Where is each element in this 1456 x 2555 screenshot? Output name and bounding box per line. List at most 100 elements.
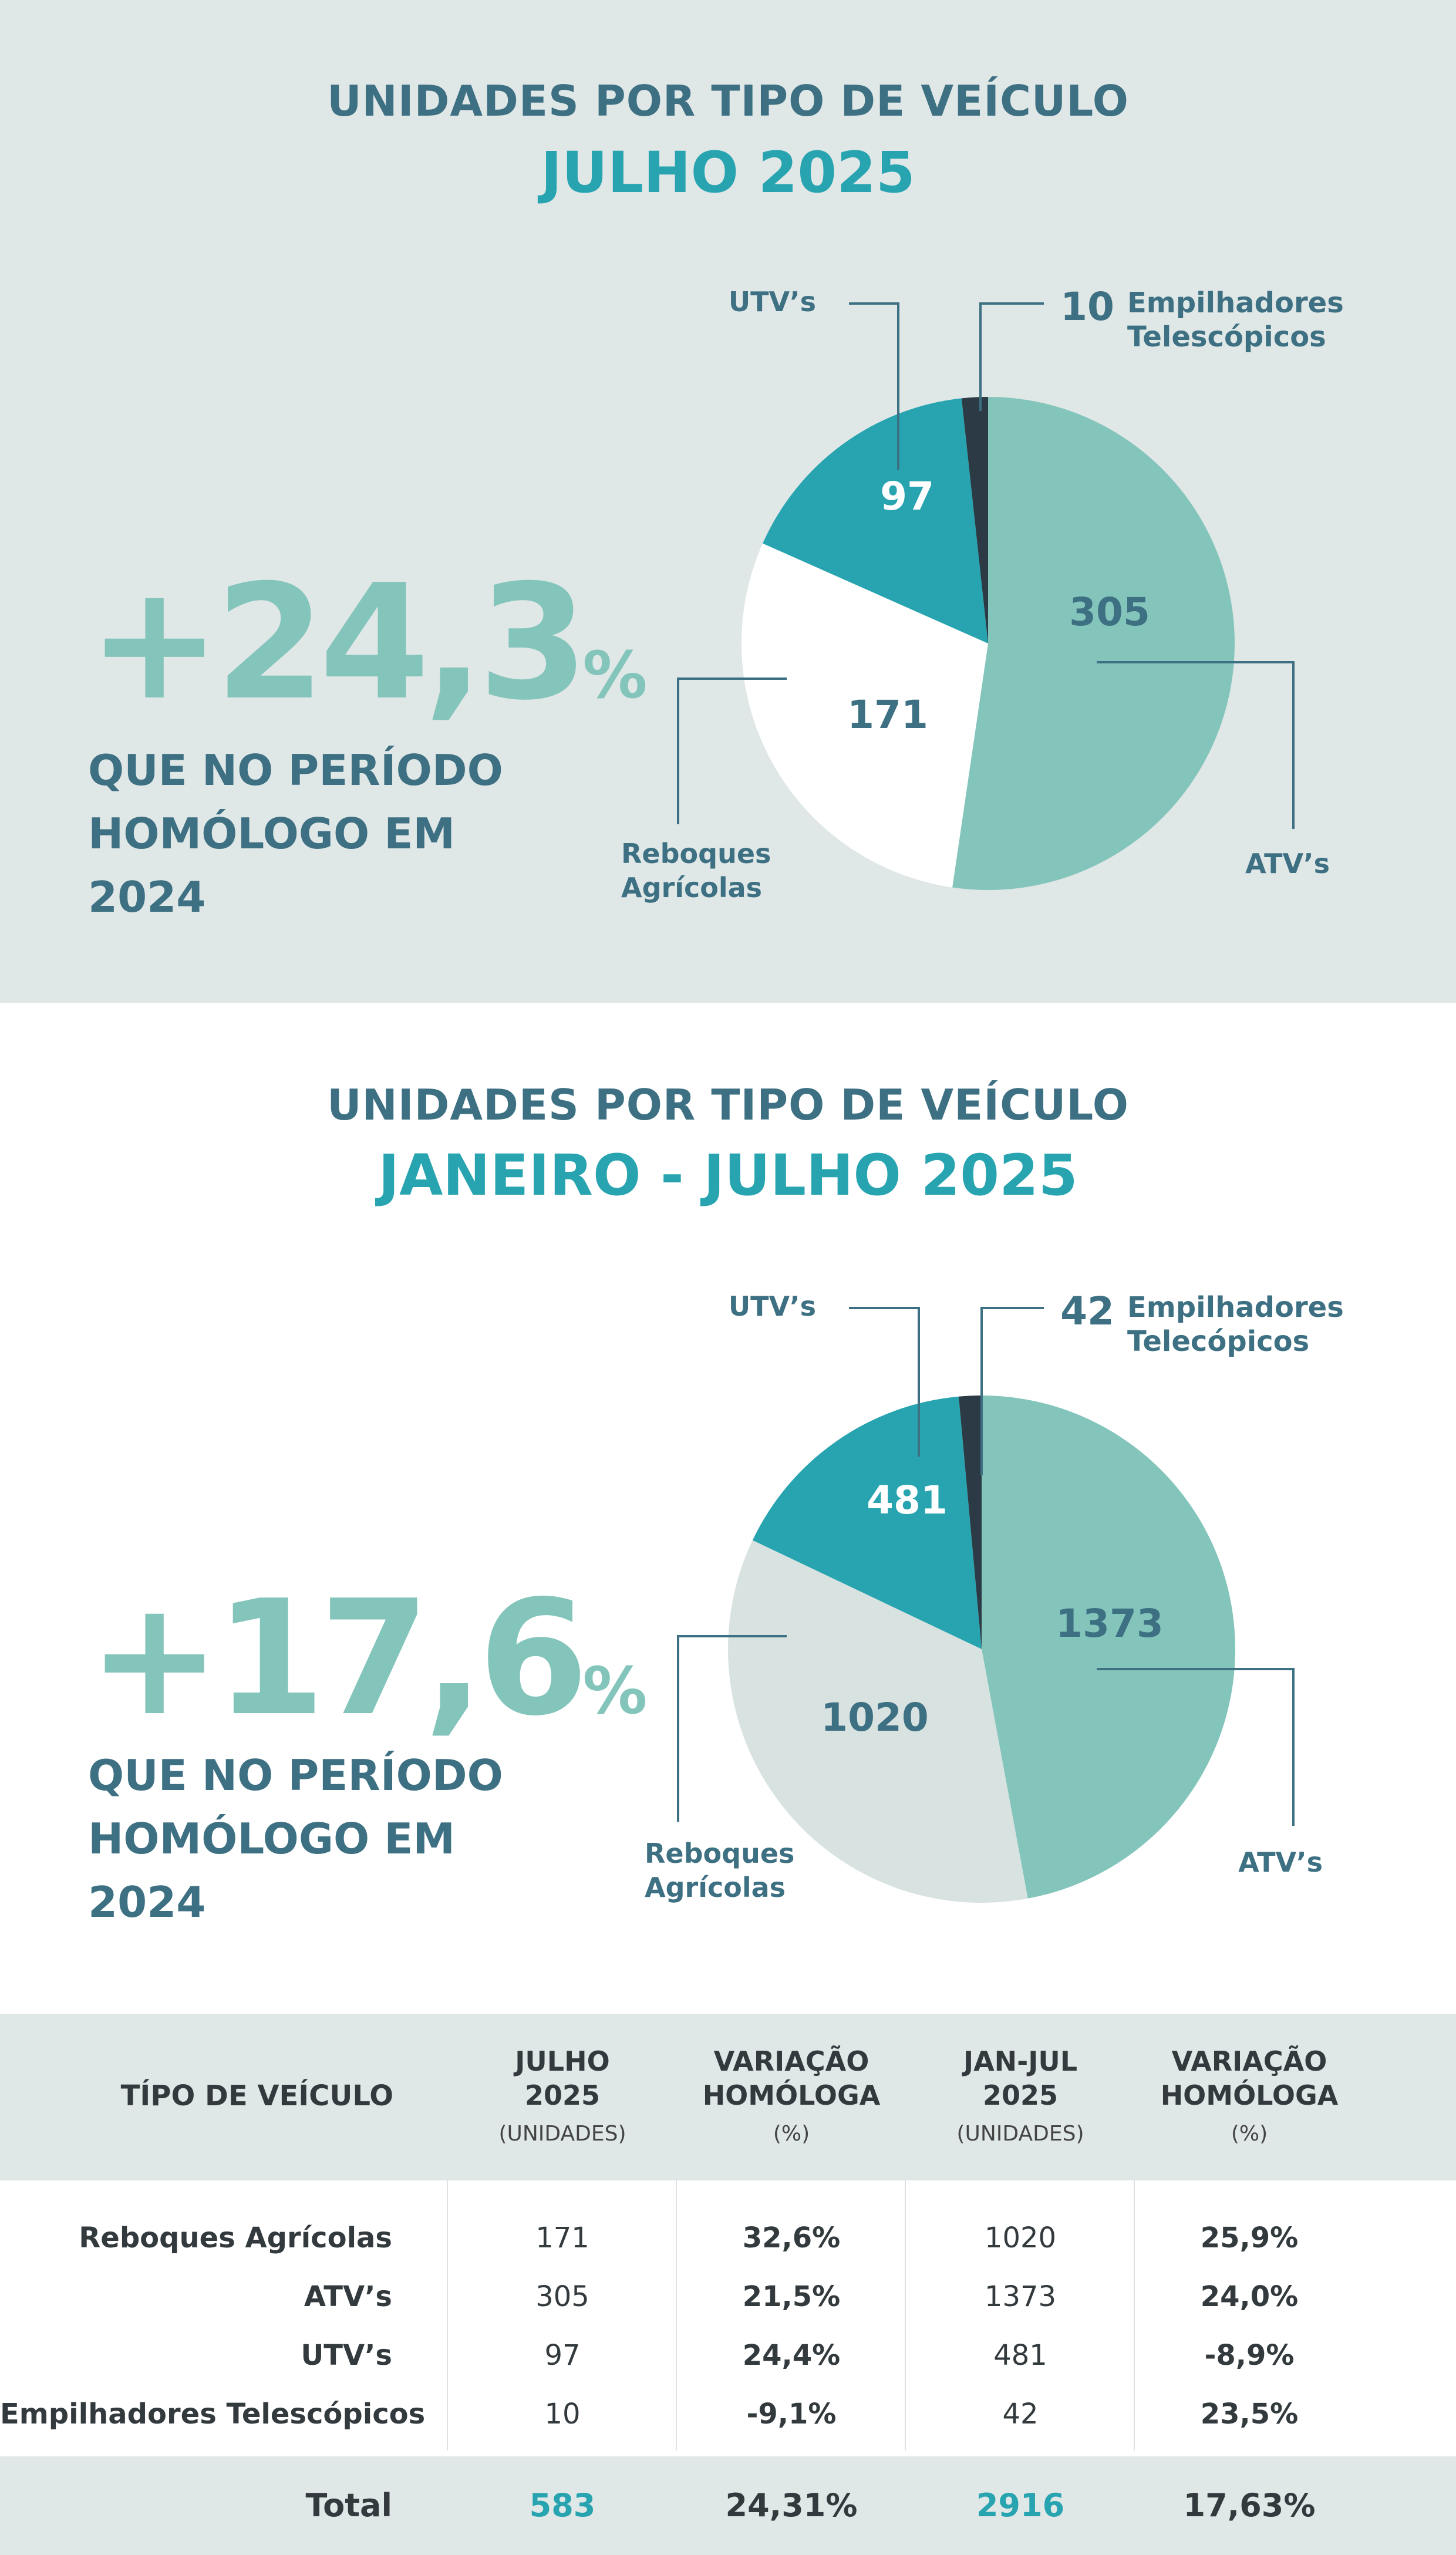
header-unit: (%) <box>773 2122 810 2146</box>
growth-percentage: +17,6% <box>88 1579 648 1738</box>
slice-label-empilhadores-telecopicos: Telecópicos <box>1127 1325 1309 1358</box>
caption-line: QUE NO PERÍODO <box>88 746 503 795</box>
growth-unit: % <box>582 1653 648 1728</box>
growth-percentage: +24,3% <box>88 564 648 722</box>
july-units: 97 <box>544 2339 581 2372</box>
column-divider <box>1134 2180 1135 2450</box>
caption-line: QUE NO PERÍODO <box>88 1751 503 1800</box>
header-july: JULHO 2025 (UNIDADES) <box>448 2044 677 2151</box>
slice-label-empilhadores-telecopicos: Empilhadores <box>1127 1291 1344 1324</box>
table-row: Reboques Agrícolas 171 32,6% 1020 25,9% <box>0 2209 1456 2267</box>
ytd-units: 42 <box>1002 2398 1039 2431</box>
year-to-date-section: UNIDADES POR TIPO DE VEÍCULO JANEIRO - J… <box>0 1003 1456 2014</box>
table-row: UTV’s 97 24,4% 481 -8,9% <box>0 2326 1456 2385</box>
slice-label-atv-s: ATV’s <box>1238 1846 1323 1878</box>
callout-line <box>849 1307 920 1457</box>
table-row: Empilhadores Telescópicos 10 -9,1% 42 23… <box>0 2385 1456 2443</box>
slice-value-reboques-agricolas: 171 <box>847 692 928 737</box>
slice-value-reboques-agricolas: 1020 <box>821 1695 929 1740</box>
table-header: TÍPO DE VEÍCULO JULHO 2025 (UNIDADES) VA… <box>0 2014 1456 2180</box>
slice-label-reboques-agricolas: Reboques <box>621 838 771 869</box>
table-row: ATV’s 305 21,5% 1373 24,0% <box>0 2267 1456 2326</box>
ytd-variation: 25,9% <box>1200 2222 1299 2254</box>
header-line: 2025 <box>524 2079 601 2111</box>
pie-slice-atv-s <box>952 397 1235 890</box>
slice-label-utv-s: UTV’s <box>729 286 816 318</box>
callout-line <box>1097 1668 1295 1826</box>
pie-slice-reboques-agricolas <box>742 543 988 888</box>
callout-line <box>849 302 899 470</box>
header-line: JULHO <box>515 2045 610 2077</box>
header-line: JAN-JUL <box>963 2045 1078 2077</box>
pie-slice-reboques-agricolas <box>727 1540 1028 1903</box>
slice-label-empilhadores-telescopicos: Telescópicos <box>1127 321 1326 353</box>
slice-value-empilhadores-telescopicos: 10 <box>1060 284 1114 329</box>
july-variation: 24,4% <box>742 2339 841 2372</box>
total-ytd-units: 2916 <box>976 2487 1065 2524</box>
growth-value: +17,6 <box>88 1566 588 1751</box>
vehicle-name: ATV’s <box>304 2280 392 2313</box>
july-variation: 21,5% <box>742 2280 841 2313</box>
slice-label-utv-s: UTV’s <box>729 1290 816 1322</box>
slice-label-reboques-agricolas: Agrícolas <box>645 1872 786 1903</box>
header-jan-jul: JAN-JUL 2025 (UNIDADES) <box>906 2044 1135 2151</box>
callout-line <box>1097 661 1295 829</box>
vehicle-name: UTV’s <box>301 2339 392 2372</box>
ytd-units: 1373 <box>984 2280 1057 2313</box>
ytd-units: 481 <box>993 2339 1047 2372</box>
column-divider <box>676 2180 677 2450</box>
callout-line <box>979 302 1044 411</box>
caption-line: HOMÓLOGO EM <box>88 1814 456 1863</box>
ytd-variation: 23,5% <box>1200 2398 1299 2431</box>
july-units: 171 <box>535 2222 589 2254</box>
caption-line: 2024 <box>88 1878 206 1927</box>
header-july-variation: VARIAÇÃO HOMÓLOGA (%) <box>677 2044 906 2151</box>
callout-line <box>677 677 787 824</box>
callout-line <box>677 1635 787 1822</box>
slice-value-utv-s: 97 <box>880 474 934 519</box>
header-line: VARIAÇÃO <box>1171 2045 1327 2077</box>
table-body: Reboques Agrícolas 171 32,6% 1020 25,9% … <box>0 2180 1456 2450</box>
total-label: Total <box>305 2487 392 2524</box>
growth-caption: QUE NO PERÍODO HOMÓLOGO EM 2024 <box>88 1744 503 1934</box>
callout-line <box>980 1307 1044 1475</box>
slice-value-utv-s: 481 <box>867 1478 948 1523</box>
section-subtitle: JANEIRO - JULHO 2025 <box>378 1142 1078 1208</box>
total-july-variation: 24,31% <box>725 2487 858 2524</box>
slice-label-empilhadores-telescopicos: Empilhadores <box>1127 286 1344 319</box>
header-line: VARIAÇÃO <box>713 2045 869 2077</box>
july-units: 305 <box>535 2280 589 2313</box>
pie-slice-empilhadores-telescopicos <box>961 397 988 643</box>
slice-label-atv-s: ATV’s <box>1245 848 1330 879</box>
slice-value-empilhadores-telecopicos: 42 <box>1060 1289 1114 1334</box>
column-divider <box>447 2180 448 2450</box>
pie-slice-utv-s <box>763 398 988 643</box>
caption-line: 2024 <box>88 872 206 922</box>
slice-value-atv-s: 305 <box>1069 589 1150 635</box>
slice-label-reboques-agricolas: Agrícolas <box>621 872 762 904</box>
july-section: UNIDADES POR TIPO DE VEÍCULO JULHO 2025 … <box>0 0 1456 1003</box>
pie-slice-atv-s <box>982 1396 1236 1899</box>
pie-slice-empilhadores-telecopicos <box>958 1396 982 1649</box>
july-variation: 32,6% <box>742 2222 841 2254</box>
header-unit: (UNIDADES) <box>498 2122 626 2146</box>
pie-slice-utv-s <box>752 1396 982 1649</box>
section-title: UNIDADES POR TIPO DE VEÍCULO <box>327 76 1129 126</box>
header-vehicle-type: TÍPO DE VEÍCULO <box>120 2079 393 2112</box>
vehicle-name: Reboques Agrícolas <box>79 2222 392 2254</box>
header-line: HOMÓLOGA <box>702 2079 881 2111</box>
header-line: 2025 <box>982 2079 1059 2111</box>
july-units: 10 <box>544 2398 581 2431</box>
ytd-variation: 24,0% <box>1200 2280 1299 2313</box>
header-unit: (UNIDADES) <box>956 2122 1084 2146</box>
july-variation: -9,1% <box>746 2398 837 2431</box>
ytd-units: 1020 <box>984 2222 1057 2254</box>
section-subtitle: JULHO 2025 <box>541 140 915 205</box>
growth-value: +24,3 <box>88 550 588 735</box>
header-unit: (%) <box>1231 2122 1268 2146</box>
header-jan-jul-variation: VARIAÇÃO HOMÓLOGA (%) <box>1135 2044 1364 2151</box>
total-july-units: 583 <box>529 2487 596 2524</box>
ytd-variation: -8,9% <box>1204 2339 1295 2372</box>
